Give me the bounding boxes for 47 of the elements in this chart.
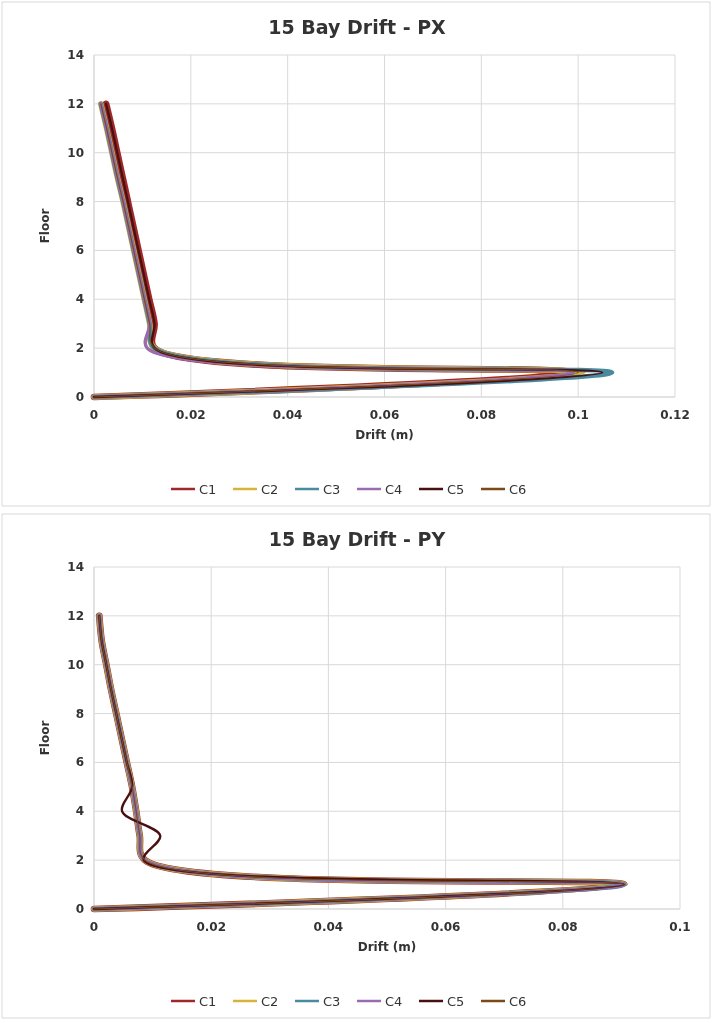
legend-label: C3	[323, 994, 341, 1009]
y-tick-label: 6	[75, 755, 84, 770]
x-tick-label: 0.1	[669, 920, 691, 934]
y-tick-label: 2	[75, 853, 84, 868]
chart-title: 15 Bay Drift - PY	[268, 528, 446, 550]
chart-title: 15 Bay Drift - PX	[268, 16, 447, 38]
x-tick-label: 0.08	[466, 408, 497, 422]
x-tick-label: 0.08	[548, 920, 578, 934]
legend-label: C5	[447, 994, 465, 1009]
x-tick-label: 0.06	[430, 920, 461, 934]
y-tick-label: 2	[75, 341, 84, 356]
legend-label: C2	[261, 994, 279, 1009]
y-tick-label: 8	[75, 194, 84, 209]
x-tick-label: 0	[89, 408, 99, 422]
y-tick-label: 4	[75, 804, 84, 819]
legend-label: C1	[199, 994, 217, 1009]
x-tick-label: 0.04	[313, 920, 344, 934]
legend-label: C2	[261, 482, 279, 497]
y-axis-title: Floor	[38, 720, 52, 756]
x-tick-label: 0	[89, 920, 99, 934]
y-tick-label: 0	[75, 390, 84, 404]
legend-label: C4	[385, 994, 403, 1009]
x-tick-label: 0.12	[660, 408, 690, 422]
y-tick-label: 14	[67, 48, 84, 62]
legend-label: C5	[447, 482, 465, 497]
legend-label: C6	[509, 482, 527, 497]
y-tick-label: 12	[67, 608, 84, 623]
x-tick-label: 0.06	[369, 408, 400, 422]
x-axis-title: Drift (m)	[357, 940, 417, 954]
y-axis-title: Floor	[38, 208, 52, 244]
x-tick-label: 0.02	[176, 408, 206, 422]
x-axis-title: Drift (m)	[355, 428, 414, 442]
x-tick-label: 0.04	[272, 408, 303, 422]
x-tick-label: 0.02	[196, 920, 226, 934]
x-tick-label: 0.1	[567, 408, 589, 422]
y-tick-label: 4	[75, 292, 84, 307]
y-tick-label: 6	[75, 243, 84, 258]
y-tick-label: 0	[75, 902, 84, 916]
legend-label: C1	[199, 482, 217, 497]
y-tick-label: 12	[67, 96, 84, 111]
y-tick-label: 10	[67, 657, 84, 672]
y-tick-label: 14	[67, 560, 84, 574]
legend-label: C6	[509, 994, 527, 1009]
y-tick-label: 10	[67, 145, 84, 160]
legend-label: C4	[385, 482, 403, 497]
legend-label: C3	[323, 482, 341, 497]
y-tick-label: 8	[75, 706, 84, 721]
